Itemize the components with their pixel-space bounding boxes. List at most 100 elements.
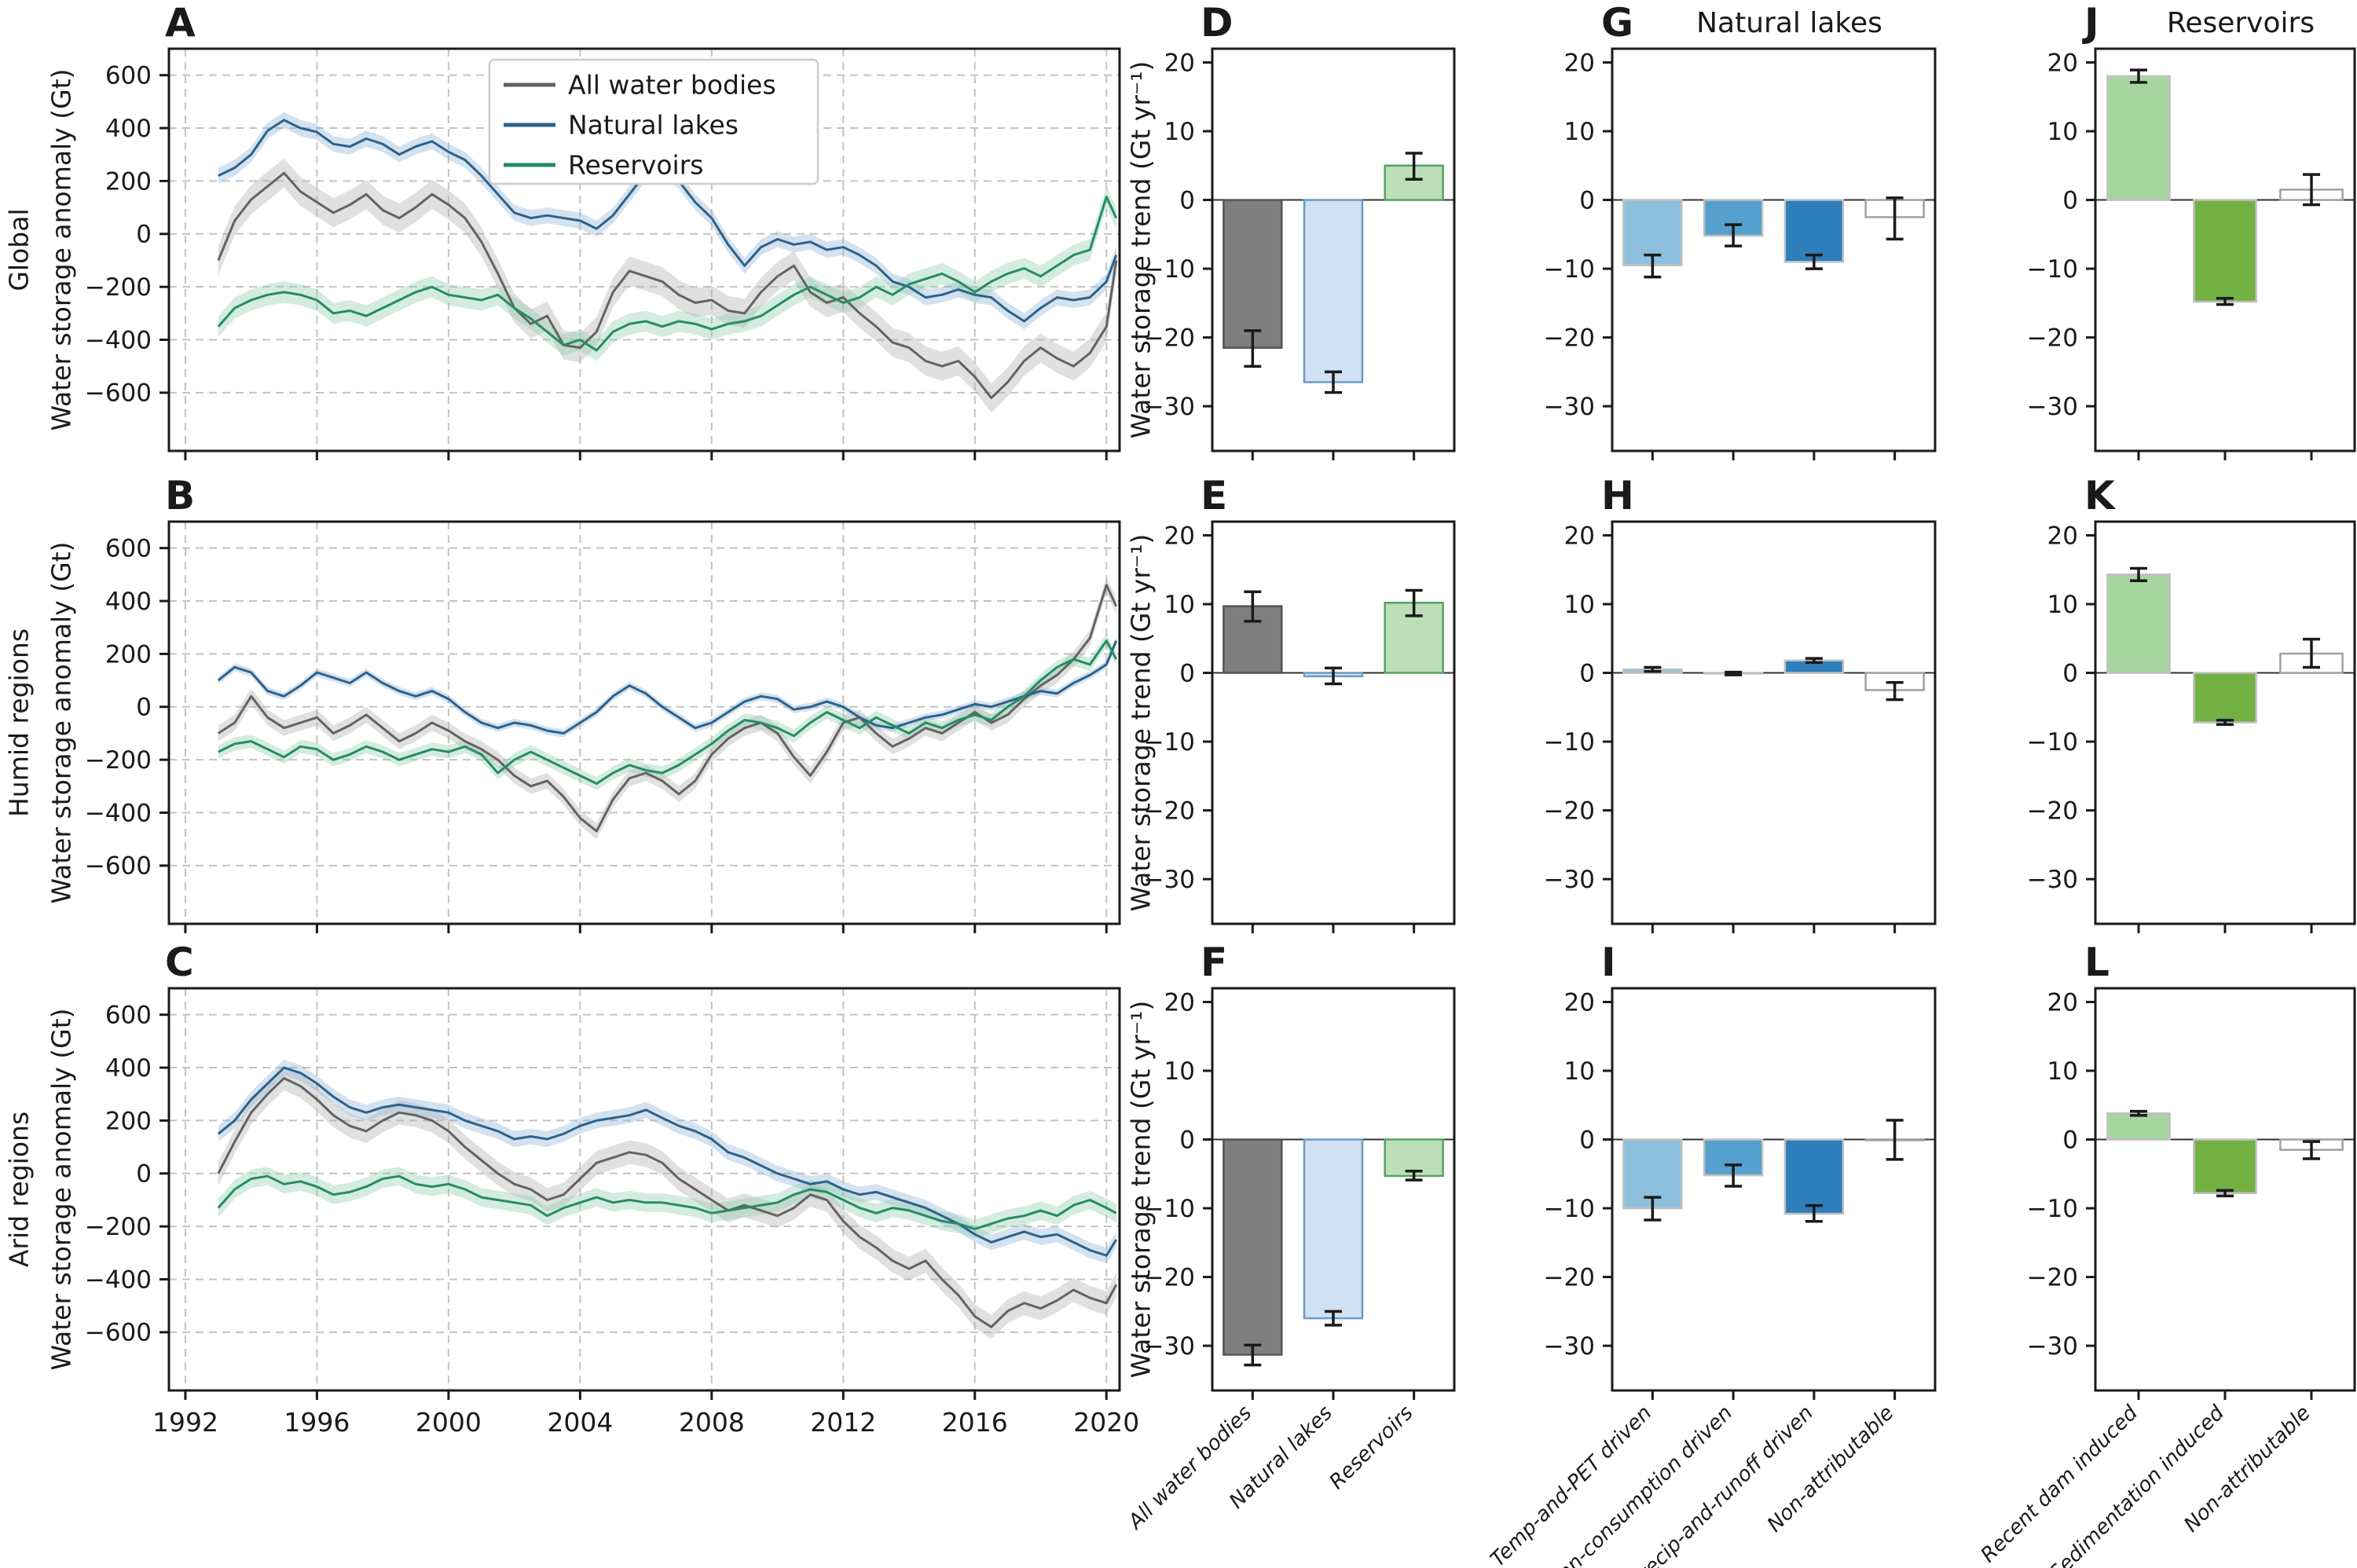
y-tick-label: −200 [85,746,152,775]
y-tick-label: 600 [105,1002,152,1030]
x-tick-label: 2016 [942,1407,1008,1438]
y-tick-label: 0 [136,1160,152,1189]
bars [1622,199,1925,266]
timeseries-plot-humid: 600 400 200 0 −200 −400 −600 [85,520,1121,933]
y-tick-label: 10 [2047,118,2078,146]
bar [1303,199,1364,383]
y-tick-label: 0 [1179,186,1195,214]
bar [1222,199,1283,349]
y-tick-label: −30 [1544,866,1595,894]
confidence-band [218,636,1116,738]
y-tick-label: 0 [1179,1126,1195,1154]
bars [1622,659,1925,691]
panel-letter-b: B [165,473,196,518]
plot-frame [167,520,1121,925]
error-bars [2130,566,2320,726]
y-tick-label: −10 [2027,1195,2078,1223]
tick-labels: 600 400 200 0 −200 −400 −600 [85,62,152,408]
bar [2193,1138,2257,1195]
reservoirs-column-title: Reservoirs [2166,7,2315,39]
legend-label: Natural lakes [568,110,739,141]
error-bars [1644,657,1904,702]
y-tick-label: 400 [105,115,152,143]
bar [1783,199,1845,263]
y-tick-label: −30 [1544,1332,1595,1361]
y-axis-label-anomaly-global: Water storage anomaly (Gt) [46,68,77,431]
bars [1222,1138,1444,1356]
y-tick-label: −10 [1544,728,1595,757]
y-tick-label: −10 [1144,255,1195,284]
y-tick-label: −30 [2027,1332,2078,1361]
panel-letter-i: I [1601,940,1616,985]
series-line [217,1174,1117,1230]
y-tick-label: 20 [1164,988,1195,1017]
y-tick-label: 0 [2062,1126,2078,1154]
row-label-global: Global [3,208,35,291]
error-bars [1244,588,1423,686]
plot-frame [1611,47,1937,452]
y-tick-label: 20 [1564,522,1595,550]
y-tick-label: −20 [1144,324,1195,352]
x-tick-label: 2020 [1073,1407,1139,1438]
bars [1222,164,1444,383]
confidence-band [218,1066,1116,1339]
y-tick-label: 20 [2047,988,2078,1017]
axis-ticks [159,74,1108,460]
error-bars [2130,1109,2320,1198]
y-tick-label: 0 [1579,659,1595,687]
confidence-band [218,577,1116,840]
panel-letter-d: D [1200,0,1233,46]
series-line [217,171,1118,400]
bar-plot-trend-global: 20 10 0 −10 −20 −30 [1144,47,1456,460]
y-tick-label: −30 [1144,866,1195,894]
row-label-arid-regions: Arid regions [3,1111,35,1268]
y-tick-label: −10 [1544,1195,1595,1223]
series-line [217,196,1118,352]
y-tick-label: 0 [1179,659,1195,687]
y-tick-label: 10 [1564,591,1595,619]
tick-labels: 20 10 0 −10 −20 −30 [2027,522,2078,894]
y-tick-label: −10 [2027,255,2078,284]
axis-ticks [1203,1001,1416,1400]
plot-frame [167,47,1121,452]
y-tick-label: 200 [105,1107,152,1135]
x-tick-label: 2004 [547,1407,613,1438]
category-label: Temp-and-PET driven [1486,1401,1656,1568]
legend-label: Reservoirs [568,150,703,181]
y-tick-label: −400 [85,799,152,827]
axis-ticks [1603,61,1897,460]
panel-letter-a: A [165,0,196,46]
y-tick-label: −200 [85,1213,152,1241]
y-tick-label: −400 [85,326,152,354]
series-line [218,639,1118,785]
bars [2106,75,2344,303]
tick-labels: 20 10 0 −10 −20 −30 [1144,49,1195,421]
bar-plot-trend-humid: 20 10 0 −10 −20 −30 [1144,520,1456,933]
panel-letter-e: E [1200,473,1228,518]
axis-ticks [1603,1001,1897,1400]
y-tick-label: −30 [1144,393,1195,421]
y-tick-label: −400 [85,1266,152,1294]
y-tick-label: −20 [2027,324,2078,352]
panel-letter-j: J [2084,0,2099,46]
natural-lakes-column-title: Natural lakes [1696,7,1882,39]
panel-letter-k: K [2084,473,2115,518]
y-tick-label: −20 [1144,1263,1195,1291]
plot-frame [1211,520,1456,925]
category-label: Reservoirs [1325,1401,1417,1494]
y-tick-label: 10 [2047,591,2078,619]
y-tick-label: 0 [2062,186,2078,214]
y-tick-label: −10 [1144,1195,1195,1223]
bars [1622,1138,1925,1215]
series-line [217,584,1118,833]
axis-ticks [1203,61,1416,460]
y-tick-label: 0 [136,694,152,722]
category-label: Recent dam induced [1977,1401,2143,1567]
y-tick-label: 10 [1164,1057,1195,1086]
